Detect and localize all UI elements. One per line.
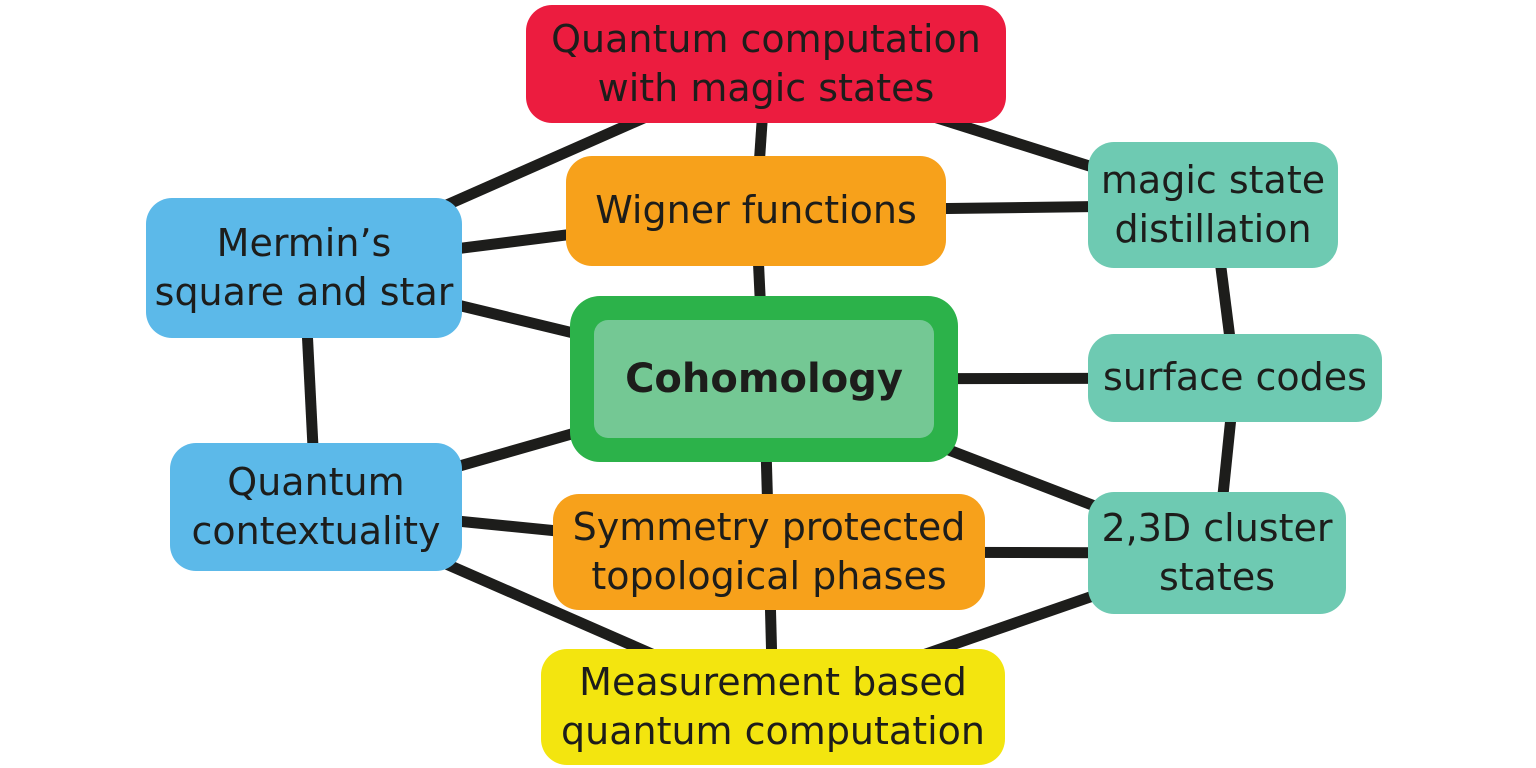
node-cluster-label: 2,3D cluster states bbox=[1101, 505, 1333, 599]
node-contextuality: Quantum contextuality bbox=[170, 443, 462, 571]
node-mermin: Mermin’s square and star bbox=[146, 198, 462, 338]
node-distillation: magic state distillation bbox=[1088, 142, 1338, 268]
node-wigner-label: Wigner functions bbox=[595, 188, 917, 233]
node-cohomology-label: Cohomology bbox=[625, 356, 903, 402]
node-cohomology: Cohomology bbox=[570, 296, 958, 462]
node-spt: Symmetry protected topological phases bbox=[553, 494, 985, 610]
node-mbqc: Measurement based quantum computation bbox=[541, 649, 1005, 765]
node-mbqc-label: Measurement based quantum computation bbox=[561, 659, 985, 753]
node-magic-computation: Quantum computation with magic states bbox=[526, 5, 1006, 123]
node-mermin-label: Mermin’s square and star bbox=[154, 220, 454, 314]
node-contextuality-label: Quantum contextuality bbox=[191, 459, 441, 553]
node-surface-label: surface codes bbox=[1103, 355, 1367, 400]
node-cluster: 2,3D cluster states bbox=[1088, 492, 1346, 614]
node-magic-computation-label: Quantum computation with magic states bbox=[551, 16, 981, 110]
node-distillation-label: magic state distillation bbox=[1100, 157, 1326, 251]
node-cohomology-inner: Cohomology bbox=[594, 320, 934, 438]
node-wigner: Wigner functions bbox=[566, 156, 946, 266]
node-spt-label: Symmetry protected topological phases bbox=[572, 504, 966, 598]
node-surface: surface codes bbox=[1088, 334, 1382, 422]
